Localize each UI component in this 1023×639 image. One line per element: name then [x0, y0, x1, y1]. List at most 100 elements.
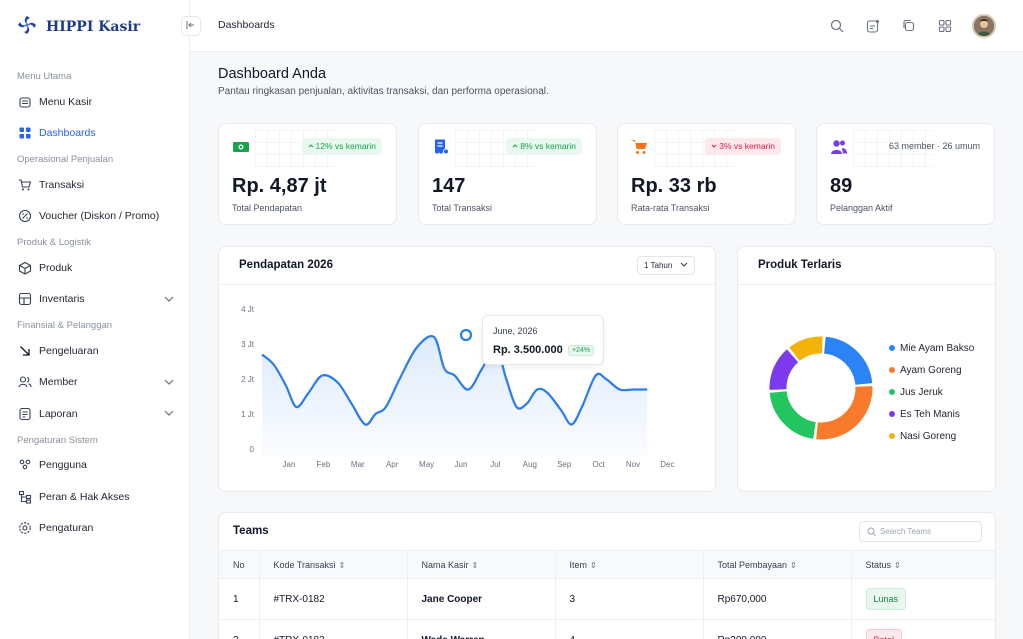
sidebar-item-label: Pengguna — [39, 459, 87, 472]
range-select[interactable]: 1 Tahun — [637, 256, 695, 275]
column-header[interactable]: Kode Transaksi ⇕ — [258, 550, 407, 579]
sidebar-item-label: Voucher (Diskon / Promo) — [39, 210, 160, 223]
tooltip-value: Rp. 3.500.000 — [493, 344, 563, 356]
breadcrumb: Dashboards — [218, 19, 275, 31]
user-avatar[interactable] — [972, 14, 996, 38]
tooltip-date: June, 2026 — [493, 326, 538, 336]
legend-dot — [889, 433, 895, 439]
sort-icon[interactable]: ⇕ — [338, 560, 346, 570]
legend-item: Es Teh Manis — [889, 403, 974, 425]
stat-card: 12% vs kemarin Rp. 4,87 jt Total Pendapata… — [218, 123, 397, 225]
y-tick-label: 1 Jt — [241, 410, 255, 419]
arrow-down-icon — [711, 144, 717, 148]
x-tick-label: Feb — [317, 460, 331, 469]
report-icon — [18, 407, 32, 421]
legend-label: Nasi Goreng — [900, 430, 957, 442]
notes-icon[interactable] — [864, 17, 882, 35]
stat-card: 63 member · 26 umum 89 Pelanggan Aktif — [816, 123, 995, 225]
column-header[interactable]: Nama Kasir ⇕ — [406, 550, 555, 579]
cell-cashier: Wade Warren — [406, 619, 555, 639]
sidebar-item-voucher-diskon-promo[interactable]: Voucher (Diskon / Promo) — [0, 201, 190, 233]
trend-badge: 3% vs kemarin — [705, 138, 781, 155]
cell-total: Rp670,000 — [702, 578, 851, 620]
stat-label: Total Pendapatan — [232, 203, 303, 213]
column-header[interactable]: Total Pembayaan ⇕ — [702, 550, 851, 579]
search-icon — [867, 527, 876, 536]
column-header-label: Nama Kasir — [421, 559, 469, 570]
sidebar-item-label: Laporan — [39, 407, 78, 420]
teams-card: Teams Search Teams No Kode Transaksi ⇕ Nama… — [218, 512, 996, 639]
cell-no: 1 — [219, 578, 259, 620]
donut-slice[interactable] — [823, 336, 873, 386]
donut-slice[interactable] — [769, 349, 799, 390]
collapse-sidebar-button[interactable] — [181, 16, 201, 36]
table-row[interactable]: 1 #TRX-0182 Jane Cooper 3 Rp670,000 Lunas — [219, 578, 995, 620]
section-title: Operasional Penjualan — [17, 154, 114, 165]
status-badge: Lunas — [865, 588, 907, 610]
sort-icon[interactable]: ⇕ — [471, 560, 479, 570]
section-title: Menu Utama — [17, 71, 72, 82]
sidebar-item-peran-hak-akses[interactable]: Peran & Hak Akses — [0, 481, 190, 513]
top-products-card: Produk Terlaris Mie Ayam Bakso Ayam Goren… — [737, 246, 996, 492]
sidebar-item-menu-kasir[interactable]: Menu Kasir — [0, 86, 190, 118]
section-title: Pengaturan Sistem — [17, 434, 98, 446]
revenue-card: Pendapatan 2026 1 Tahun 0 1 Jt 2 Jt 3 Jt 4 J… — [218, 246, 716, 492]
sort-icon[interactable]: ⇕ — [590, 560, 597, 570]
cell-no: 2 — [219, 619, 259, 639]
column-header[interactable]: Status ⇕ — [850, 550, 995, 579]
table-row[interactable]: 2#TRX-0183Wade Warren4Rp200,000 Batal — [219, 619, 995, 639]
x-tick-label: Jun — [455, 460, 468, 469]
sort-icon[interactable]: ⇕ — [790, 560, 797, 570]
donut-slice[interactable] — [816, 386, 873, 440]
chart-tooltip: June, 2026 Rp. 3.500.000 +24% — [482, 315, 604, 365]
sidebar-menu: Menu Utama Menu Kasir Dashboards Operasiona… — [0, 66, 190, 544]
grid-icon — [18, 126, 32, 140]
sidebar-item-laporan[interactable]: Laporan — [0, 398, 190, 430]
chevron-down-icon[interactable] — [164, 377, 174, 389]
legend-dot — [889, 367, 895, 373]
sidebar-item-label: Dashboards — [39, 127, 96, 140]
brand[interactable]: HIPPI Kasir — [16, 14, 140, 39]
y-tick-label: 4 Jt — [241, 305, 255, 314]
highlight-point[interactable] — [459, 328, 473, 342]
top-products-title: Produk Terlaris — [758, 259, 842, 271]
sidebar-item-inventaris[interactable]: Inventaris — [0, 284, 190, 316]
chevron-down-icon[interactable] — [164, 408, 174, 420]
sidebar-item-label: Produk — [39, 261, 73, 274]
search-icon[interactable] — [828, 17, 846, 35]
apps-grid-icon[interactable] — [936, 17, 954, 35]
donut-slice[interactable] — [769, 390, 817, 439]
stat-value: 147 — [432, 175, 466, 197]
column-header[interactable]: Item ⇕ — [554, 550, 703, 579]
sidebar-item-produk[interactable]: Produk — [0, 252, 190, 284]
top-products-donut-chart — [769, 336, 873, 440]
legend-item: Mie Ayam Bakso — [889, 337, 974, 359]
stat-value: 89 — [830, 175, 853, 197]
page-title: Dashboard Anda — [218, 66, 327, 82]
range-select-value: 1 Tahun — [644, 261, 673, 270]
cell-item: 3 — [554, 578, 703, 620]
sidebar-item-pengguna[interactable]: Pengguna — [0, 450, 190, 482]
stat-value: Rp. 4,87 jt — [232, 175, 327, 197]
topbar: Dashboards — [190, 0, 1023, 52]
user-group-icon — [18, 458, 32, 472]
teams-search-input[interactable]: Search Teams — [859, 521, 982, 542]
legend-label: Mie Ayam Bakso — [900, 342, 975, 354]
sidebar-item-member[interactable]: Member — [0, 367, 190, 399]
sidebar-item-dashboards[interactable]: Dashboards — [0, 118, 190, 150]
gear-icon — [18, 521, 32, 535]
x-tick-label: May — [419, 460, 434, 469]
teams-search-placeholder: Search Teams — [880, 527, 931, 536]
sidebar-item-pengeluaran[interactable]: Pengeluaran — [0, 335, 190, 367]
trend-badge: 12% vs kemarin — [301, 138, 382, 155]
sidebar-item-transaksi[interactable]: Transaksi — [0, 169, 190, 201]
y-tick-label: 2 Jt — [241, 375, 255, 384]
chevron-down-icon[interactable] — [164, 294, 174, 306]
sidebar-item-pengaturan[interactable]: Pengaturan — [0, 513, 190, 545]
sort-icon[interactable]: ⇕ — [894, 560, 901, 570]
cash-register-icon — [18, 95, 32, 109]
section-title: Finansial & Pelanggan — [17, 320, 113, 331]
donut-slice[interactable] — [789, 336, 823, 362]
copy-icon[interactable] — [900, 17, 918, 35]
cart-icon — [631, 138, 649, 156]
